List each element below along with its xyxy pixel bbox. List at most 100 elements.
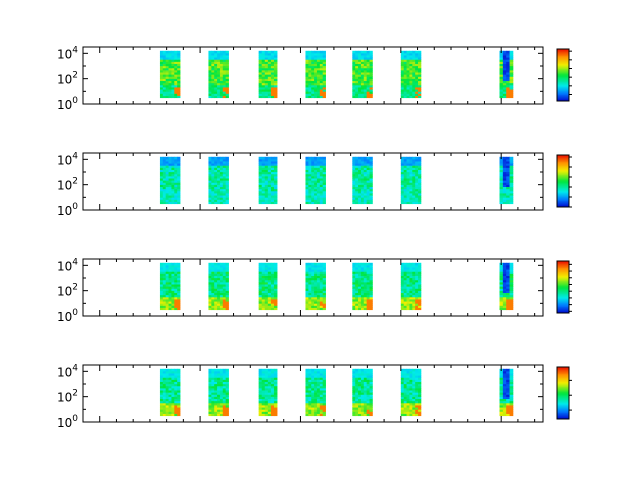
data-cell [270,373,275,376]
data-cell [418,264,422,268]
data-cell [400,63,405,67]
data-cell [174,284,178,287]
data-cell [502,163,507,166]
data-cell [177,201,181,205]
data-cell [211,61,215,64]
data-cell [363,390,368,393]
data-cell [222,411,227,414]
data-cell [499,267,504,270]
colorbar-segment [557,293,569,296]
data-cell [403,305,407,308]
data-cell [174,67,178,71]
data-cell [355,156,359,160]
data-cell [267,292,272,296]
data-cell [358,59,362,62]
data-cell [261,405,266,408]
data-cell [305,61,309,64]
data-cell [174,392,178,395]
data-cell [369,409,373,412]
data-cell [502,201,507,205]
data-cell [264,197,269,200]
data-cell [308,398,312,402]
data-cell [403,184,407,188]
data-cell [171,87,175,90]
data-cell [159,262,164,266]
data-cell [270,201,275,205]
data-cell [409,173,413,177]
data-cell [162,76,167,79]
data-cell [165,284,169,287]
colorbar-segment [557,58,569,60]
data-cell [358,72,362,75]
data-cell [403,379,407,382]
data-cell [305,284,309,287]
data-cell [311,163,315,166]
data-cell [366,57,370,60]
data-cell [222,413,227,417]
colorbar-segment [557,292,569,294]
data-cell [363,95,368,99]
data-cell [403,84,407,88]
data-cell [208,84,212,88]
data-cell [270,292,275,296]
data-cell [273,52,278,56]
data-cell [358,197,362,200]
data-cell [258,396,263,400]
data-cell [369,52,373,56]
data-cell [159,156,164,160]
data-cell [219,277,224,281]
data-cell [355,290,359,294]
data-cell [174,288,178,291]
data-cell [273,301,278,304]
data-cell [360,305,365,308]
data-cell [509,89,514,92]
data-cell [174,394,178,397]
data-cell [159,52,164,56]
data-cell [267,74,272,77]
data-cell [267,184,272,188]
colorbar-segment [557,390,569,393]
data-cell [168,89,172,92]
data-cell [319,396,324,400]
data-cell [168,299,172,302]
colorbar-segment [557,408,569,411]
data-cell [177,385,181,389]
data-cell [219,273,224,276]
data-cell [308,169,312,173]
data-cell [308,413,312,417]
data-cell [358,167,362,170]
data-cell [366,396,370,400]
data-cell [502,387,507,391]
data-cell [273,375,278,378]
data-cell [305,163,309,166]
data-cell [311,197,315,200]
data-cell [308,171,312,175]
data-cell [261,167,266,170]
data-cell [314,411,318,414]
data-cell [177,377,181,380]
data-cell [165,67,169,71]
data-cell [355,375,359,378]
data-cell [360,93,365,96]
data-cell [217,80,221,84]
data-cell [305,80,309,84]
data-cell [358,379,362,382]
data-cell [355,188,359,192]
data-cell [219,286,224,289]
data-cell [305,201,309,205]
data-cell [415,61,419,64]
data-cell [219,182,224,185]
y-tick-exponent: 4 [72,151,78,161]
data-cell [225,84,229,88]
data-cell [369,264,373,268]
data-cell [222,273,227,276]
colorbar-segment [557,399,569,402]
data-cell [355,296,359,300]
data-cell [363,373,368,376]
data-cell [316,167,321,170]
data-cell [499,413,504,417]
data-cell [214,190,218,194]
data-cell [415,161,419,164]
data-cell [174,269,178,272]
data-cell [319,286,324,289]
